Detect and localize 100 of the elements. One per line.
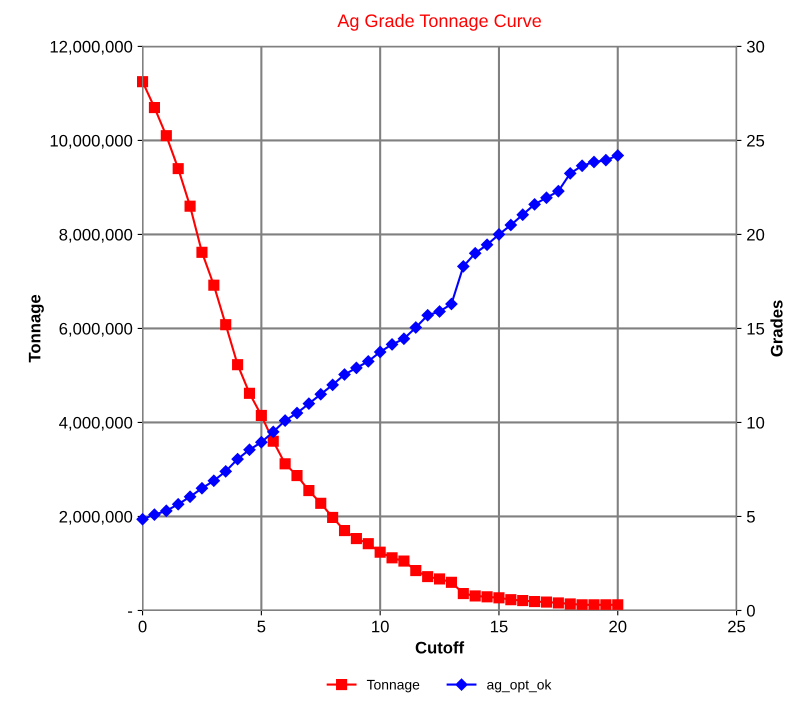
point bbox=[482, 591, 493, 602]
point bbox=[528, 198, 541, 210]
legend-label: Tonnage bbox=[366, 680, 420, 692]
point bbox=[564, 167, 576, 180]
point bbox=[303, 485, 314, 496]
point bbox=[137, 76, 148, 88]
x-tick-label: 15 bbox=[490, 620, 508, 632]
y-tick-label: 4,000,000 bbox=[59, 416, 132, 431]
point bbox=[184, 490, 196, 503]
point bbox=[220, 319, 232, 330]
point bbox=[504, 218, 517, 232]
point bbox=[338, 368, 351, 381]
point bbox=[540, 192, 553, 204]
point bbox=[172, 163, 184, 174]
point bbox=[552, 597, 564, 609]
point bbox=[314, 388, 327, 400]
y2-tick-label: 20 bbox=[747, 228, 764, 241]
point bbox=[516, 208, 529, 221]
point bbox=[410, 321, 422, 334]
point bbox=[291, 470, 303, 482]
point bbox=[208, 280, 220, 291]
legend-label: ag_opt_ok bbox=[487, 679, 552, 692]
point bbox=[244, 388, 256, 399]
point bbox=[600, 599, 612, 610]
point bbox=[576, 599, 588, 610]
x-tick-label: 10 bbox=[372, 620, 389, 632]
point bbox=[529, 596, 540, 608]
point bbox=[220, 465, 232, 478]
point bbox=[446, 576, 457, 588]
point bbox=[136, 513, 149, 526]
point bbox=[398, 556, 410, 567]
y-tick-label: 6,000,000 bbox=[60, 322, 132, 337]
point bbox=[338, 525, 350, 536]
point bbox=[540, 596, 552, 608]
point bbox=[398, 332, 410, 345]
point bbox=[576, 160, 588, 172]
y2-tick-label: 25 bbox=[747, 134, 764, 147]
x-tick-label: 5 bbox=[257, 620, 266, 632]
point bbox=[374, 546, 386, 558]
point bbox=[410, 564, 422, 576]
point bbox=[445, 298, 458, 310]
point bbox=[326, 378, 339, 391]
point bbox=[552, 185, 564, 198]
y2-tick-label: 30 bbox=[746, 40, 764, 53]
point bbox=[422, 309, 434, 322]
y2-tick-label: 0 bbox=[746, 604, 755, 617]
y-tick-label: 2,000,000 bbox=[60, 510, 132, 525]
point bbox=[350, 532, 362, 544]
point bbox=[255, 436, 268, 448]
point bbox=[172, 498, 184, 510]
point bbox=[302, 398, 315, 410]
point bbox=[327, 512, 338, 523]
point bbox=[469, 247, 482, 260]
point bbox=[184, 200, 196, 212]
y2-tick-label: 10 bbox=[748, 416, 764, 429]
y-tick-label: - bbox=[128, 611, 132, 613]
point bbox=[362, 355, 374, 368]
point bbox=[160, 504, 172, 517]
point bbox=[196, 482, 208, 494]
point bbox=[422, 571, 434, 582]
point bbox=[434, 573, 446, 585]
point bbox=[505, 594, 516, 606]
point bbox=[362, 538, 374, 550]
point bbox=[279, 414, 292, 427]
point bbox=[492, 228, 506, 241]
point bbox=[232, 453, 244, 466]
point bbox=[315, 498, 326, 509]
point bbox=[290, 406, 304, 420]
point bbox=[280, 458, 291, 470]
x-tick-label: 0 bbox=[138, 620, 147, 632]
point bbox=[588, 599, 600, 610]
x-axis-title: Cutoff bbox=[416, 641, 464, 654]
point bbox=[493, 592, 505, 604]
point bbox=[160, 130, 172, 142]
point bbox=[148, 508, 161, 521]
x-tick-label: 25 bbox=[728, 620, 746, 632]
x-tick-label: 20 bbox=[609, 620, 626, 632]
point bbox=[588, 156, 600, 168]
point bbox=[268, 436, 279, 447]
point bbox=[374, 346, 386, 358]
y2-axis-title: Grades bbox=[770, 300, 783, 356]
point bbox=[232, 359, 244, 370]
point bbox=[612, 149, 624, 162]
point bbox=[612, 599, 624, 610]
point bbox=[148, 102, 160, 114]
point bbox=[196, 246, 208, 258]
point bbox=[600, 154, 612, 166]
y-tick-label: 12,000,000 bbox=[50, 40, 132, 55]
y2-tick-label: 5 bbox=[746, 511, 755, 523]
y-tick-label: 10,000,000 bbox=[50, 134, 132, 149]
y-axis-title: Tonnage bbox=[28, 294, 44, 362]
point bbox=[243, 444, 256, 456]
point bbox=[457, 260, 470, 272]
point bbox=[480, 238, 494, 251]
point bbox=[564, 598, 576, 610]
point bbox=[470, 590, 481, 602]
point bbox=[350, 362, 362, 374]
point bbox=[517, 595, 528, 606]
point bbox=[208, 474, 220, 487]
point bbox=[458, 588, 469, 600]
